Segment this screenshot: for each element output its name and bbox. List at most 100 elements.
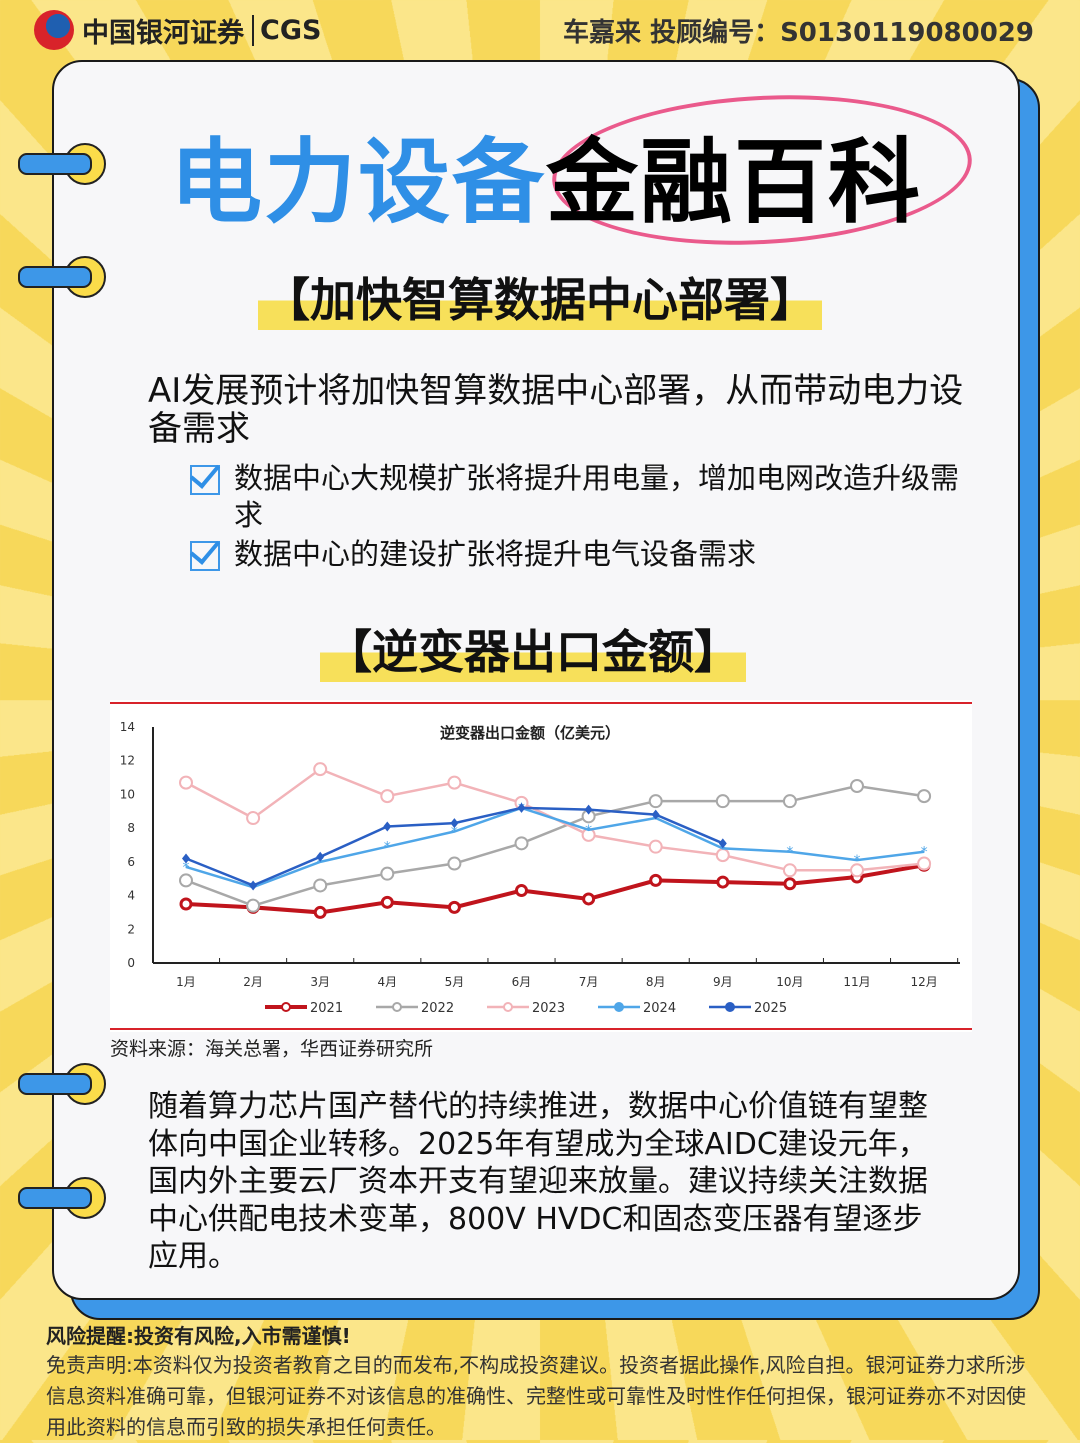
risk-warning: 风险提醒:投资有风险,入市需谨慎! (46, 1324, 351, 1348)
legend-label: 2022 (421, 1001, 454, 1016)
checkbox-checked-icon (190, 541, 220, 571)
data-point (515, 884, 528, 898)
data-point (313, 905, 327, 919)
data-point (447, 900, 461, 914)
data-point (447, 856, 462, 871)
data-point (582, 892, 596, 906)
data-point: * (921, 845, 928, 861)
y-tick-label: 6 (127, 855, 135, 869)
legend-marker (725, 1002, 735, 1012)
x-tick-label: 12月 (910, 975, 937, 989)
data-point (380, 895, 394, 909)
data-point (246, 811, 261, 826)
checklist-item: 数据中心的建设扩张将提升电气设备需求 (190, 536, 960, 573)
y-tick-label: 14 (120, 720, 135, 734)
legend-marker (503, 1002, 513, 1012)
series-2025 (182, 802, 727, 891)
data-point (649, 873, 663, 887)
data-point (450, 818, 459, 829)
series-line (185, 784, 925, 908)
binder-ring-icon (18, 1177, 106, 1219)
y-tick-label: 0 (127, 956, 135, 970)
data-point (783, 877, 797, 891)
binder-ring-icon (18, 143, 106, 185)
section-heading: 【逆变器出口金额】 (320, 616, 746, 682)
data-point (782, 794, 797, 809)
intro-text: AI发展预计将加快智算数据中心部署，从而带动电力设备需求 (148, 371, 964, 449)
brand-logo: 中国银河证券 CGS (34, 10, 321, 50)
brand-name-en: CGS (252, 14, 321, 46)
line-chart: 逆变器出口金额（亿美元） 0 2 4 6 8 10 12 14 1月 2月 3月 4月 5月 6月 7月 8月… (110, 700, 972, 1032)
x-tick-label: 3月 (310, 975, 330, 989)
legend-label: 2023 (532, 1001, 565, 1016)
checklist: 数据中心大规模扩张将提升用电量，增加电网改造升级需求 数据中心的建设扩张将提升电… (190, 460, 960, 573)
data-point (716, 875, 730, 889)
data-point: * (183, 860, 190, 876)
data-point (316, 851, 325, 862)
data-point (246, 898, 261, 913)
data-point (249, 880, 258, 891)
data-point (850, 863, 864, 878)
data-point (179, 775, 193, 790)
y-tick-label: 12 (120, 754, 135, 768)
data-point (648, 794, 663, 809)
title-part1: 电力设备 (170, 129, 547, 236)
disclaimer: 免责声明:本资料仅为投资者教育之目的而发布,不构成投资建议。投资者据此操作,风险… (46, 1353, 1026, 1439)
checklist-text: 数据中心的建设扩张将提升电气设备需求 (234, 537, 757, 571)
data-point (850, 779, 864, 793)
x-tick-label: 7月 (579, 975, 599, 989)
legend-marker (281, 1002, 291, 1012)
x-tick-label: 11月 (843, 975, 870, 989)
x-tick-label: 4月 (377, 975, 397, 989)
data-point (715, 794, 730, 809)
data-point: * (451, 825, 458, 841)
data-point (648, 839, 663, 854)
series-2022 (179, 779, 932, 913)
data-point: * (719, 841, 726, 857)
data-point (782, 863, 797, 878)
data-point (917, 789, 932, 804)
data-point: * (384, 840, 391, 856)
x-tick-label: 2月 (243, 975, 263, 989)
checklist-item: 数据中心大规模扩张将提升用电量，增加电网改造升级需求 (190, 460, 960, 534)
legend-label: 2021 (310, 1001, 343, 1016)
section-heading: 【加快智算数据中心部署】 (258, 264, 822, 330)
legend-label: 2024 (643, 1001, 676, 1016)
title-part2: 金融百科 (546, 129, 923, 236)
data-point: * (786, 845, 793, 861)
logo-mark-icon (34, 10, 74, 50)
x-tick-label: 1月 (176, 975, 196, 989)
chart-source: 资料来源：海关总署，华西证券研究所 (110, 1038, 434, 1060)
page-title: 电力设备金融百科 (170, 108, 922, 241)
data-point (380, 866, 395, 881)
y-tick-label: 8 (127, 821, 135, 835)
legend-marker (614, 1002, 624, 1012)
x-tick-label: 5月 (445, 975, 465, 989)
y-tick-label: 10 (120, 787, 135, 801)
brand-name: 中国银河证券 (82, 17, 244, 49)
data-point: * (585, 823, 592, 839)
checkbox-checked-icon (190, 465, 220, 495)
legend-label: 2025 (754, 1001, 787, 1016)
data-point (380, 789, 395, 804)
data-point (514, 836, 529, 851)
data-point (313, 762, 328, 777)
data-point (313, 878, 328, 893)
data-point (517, 802, 526, 813)
data-point (383, 821, 392, 832)
data-point (651, 809, 660, 820)
data-point (584, 804, 593, 815)
binder-ring-icon (18, 1063, 106, 1105)
data-point: * (854, 853, 861, 869)
data-point (179, 897, 193, 911)
data-point (718, 838, 727, 849)
y-tick-label: 4 (127, 889, 135, 903)
advisor-id: 车嘉来 投顾编号：S0130119080029 (563, 18, 1034, 48)
x-tick-label: 6月 (512, 975, 532, 989)
data-point (447, 775, 462, 790)
binder-ring-icon (18, 256, 106, 298)
x-tick-label: 8月 (646, 975, 666, 989)
body-text: 随着算力芯片国产替代的持续推进，数据中心价值链有望整体向中国企业转移。2025年… (148, 1089, 928, 1274)
data-point (179, 873, 193, 888)
y-tick-label: 2 (127, 922, 135, 936)
